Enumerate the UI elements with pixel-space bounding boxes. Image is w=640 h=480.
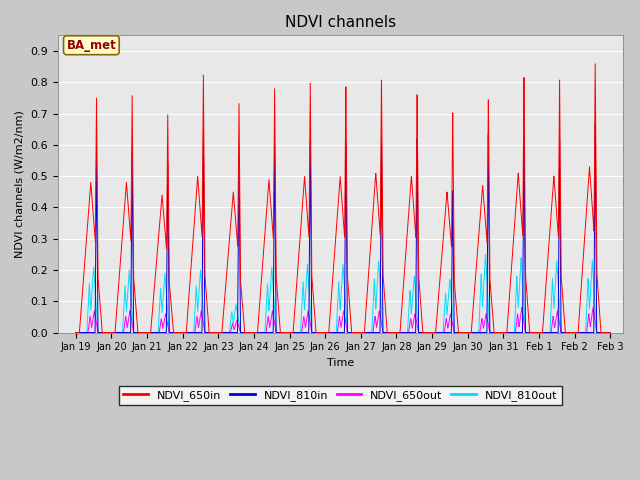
Title: NDVI channels: NDVI channels [285,15,396,30]
Legend: NDVI_650in, NDVI_810in, NDVI_650out, NDVI_810out: NDVI_650in, NDVI_810in, NDVI_650out, NDV… [119,385,562,406]
Y-axis label: NDVI channels (W/m2/nm): NDVI channels (W/m2/nm) [15,110,25,258]
X-axis label: Time: Time [326,358,354,368]
Text: BA_met: BA_met [67,39,116,52]
